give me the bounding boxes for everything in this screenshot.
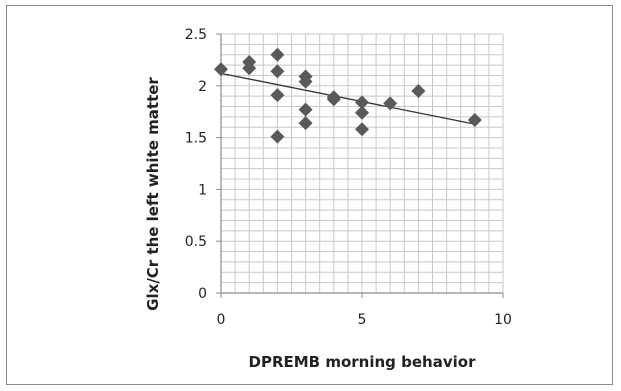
y-tick-label: 0.5 bbox=[185, 234, 207, 250]
data-point bbox=[298, 116, 313, 131]
y-tick-label: 2 bbox=[198, 79, 207, 95]
data-point bbox=[383, 96, 398, 111]
x-tick-label: 5 bbox=[358, 312, 367, 328]
data-point bbox=[326, 92, 341, 107]
data-point bbox=[214, 62, 228, 77]
tick-labels: 0 5 10 0 0.5 1 1.5 2 2.5 bbox=[185, 27, 512, 328]
grid-lines bbox=[221, 33, 504, 293]
data-point bbox=[270, 64, 285, 79]
y-tick-label: 2.5 bbox=[185, 27, 207, 43]
x-tick-label: 10 bbox=[494, 312, 512, 328]
y-tick-label: 1.5 bbox=[185, 131, 207, 147]
data-point bbox=[242, 61, 257, 76]
x-axis-title: DPREMB morning behavior bbox=[249, 353, 477, 371]
data-point bbox=[355, 122, 369, 137]
axes bbox=[216, 33, 504, 298]
trendline bbox=[220, 72, 475, 125]
trendline-group bbox=[220, 72, 475, 125]
y-tick-label: 0 bbox=[198, 286, 207, 302]
data-point bbox=[298, 74, 313, 89]
data-point bbox=[270, 129, 285, 144]
y-tick-label: 1 bbox=[198, 182, 207, 198]
data-point bbox=[411, 83, 426, 98]
data-point bbox=[467, 112, 482, 127]
data-point bbox=[298, 102, 313, 117]
data-point bbox=[270, 88, 285, 103]
data-points bbox=[214, 47, 482, 144]
chart-frame: 0 5 10 0 0.5 1 1.5 2 2.5 DPREMB morning behavior… bbox=[6, 5, 613, 385]
data-point bbox=[270, 47, 285, 62]
data-point bbox=[355, 105, 369, 120]
scatter-chart: 0 5 10 0 0.5 1 1.5 2 2.5 DPREMB morning behavior… bbox=[144, 27, 512, 371]
x-tick-label: 0 bbox=[217, 312, 226, 328]
y-axis-title: Glx/Cr the left white matter bbox=[144, 77, 162, 311]
data-point bbox=[355, 95, 369, 110]
